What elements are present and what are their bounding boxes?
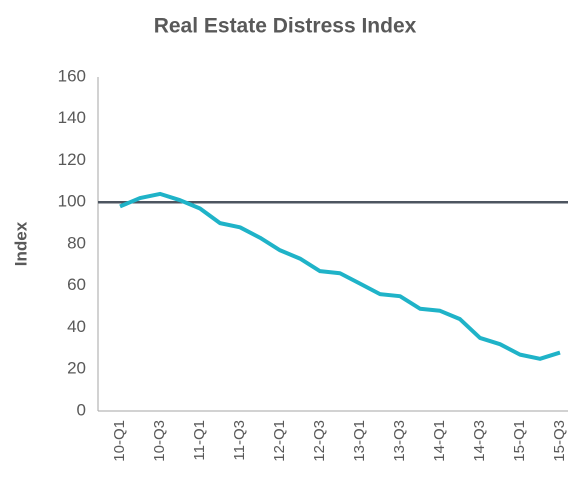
x-tick-label: 10-Q1 bbox=[111, 420, 128, 462]
x-tick-label: 13-Q1 bbox=[351, 420, 368, 462]
y-tick-label: 120 bbox=[58, 150, 86, 169]
y-tick-label: 20 bbox=[67, 359, 86, 378]
x-tick-label: 15-Q1 bbox=[511, 420, 528, 462]
x-tick-label: 11-Q1 bbox=[191, 420, 208, 461]
x-tick-label: 14-Q1 bbox=[431, 420, 448, 462]
x-tick-label: 11-Q3 bbox=[231, 420, 248, 461]
x-tick-label: 13-Q3 bbox=[391, 420, 408, 462]
y-axis-label: Index bbox=[11, 221, 30, 266]
x-tick-label: 12-Q1 bbox=[271, 420, 288, 462]
y-tick-label: 80 bbox=[67, 233, 86, 252]
y-tick-label: 0 bbox=[77, 400, 86, 419]
y-tick-label: 60 bbox=[67, 275, 86, 294]
data-line bbox=[119, 191, 561, 361]
y-tick-label: 100 bbox=[58, 192, 86, 211]
chart-title: Real Estate Distress Index bbox=[154, 15, 417, 38]
x-tick-label: 10-Q3 bbox=[151, 420, 168, 462]
y-tick-label: 160 bbox=[58, 66, 86, 85]
y-tick-label: 40 bbox=[67, 317, 86, 336]
x-tick-label: 12-Q3 bbox=[311, 420, 328, 462]
y-tick-label: 140 bbox=[58, 108, 86, 127]
x-tick-label: 15-Q3 bbox=[551, 420, 568, 462]
x-tick-label: 14-Q3 bbox=[471, 420, 488, 462]
